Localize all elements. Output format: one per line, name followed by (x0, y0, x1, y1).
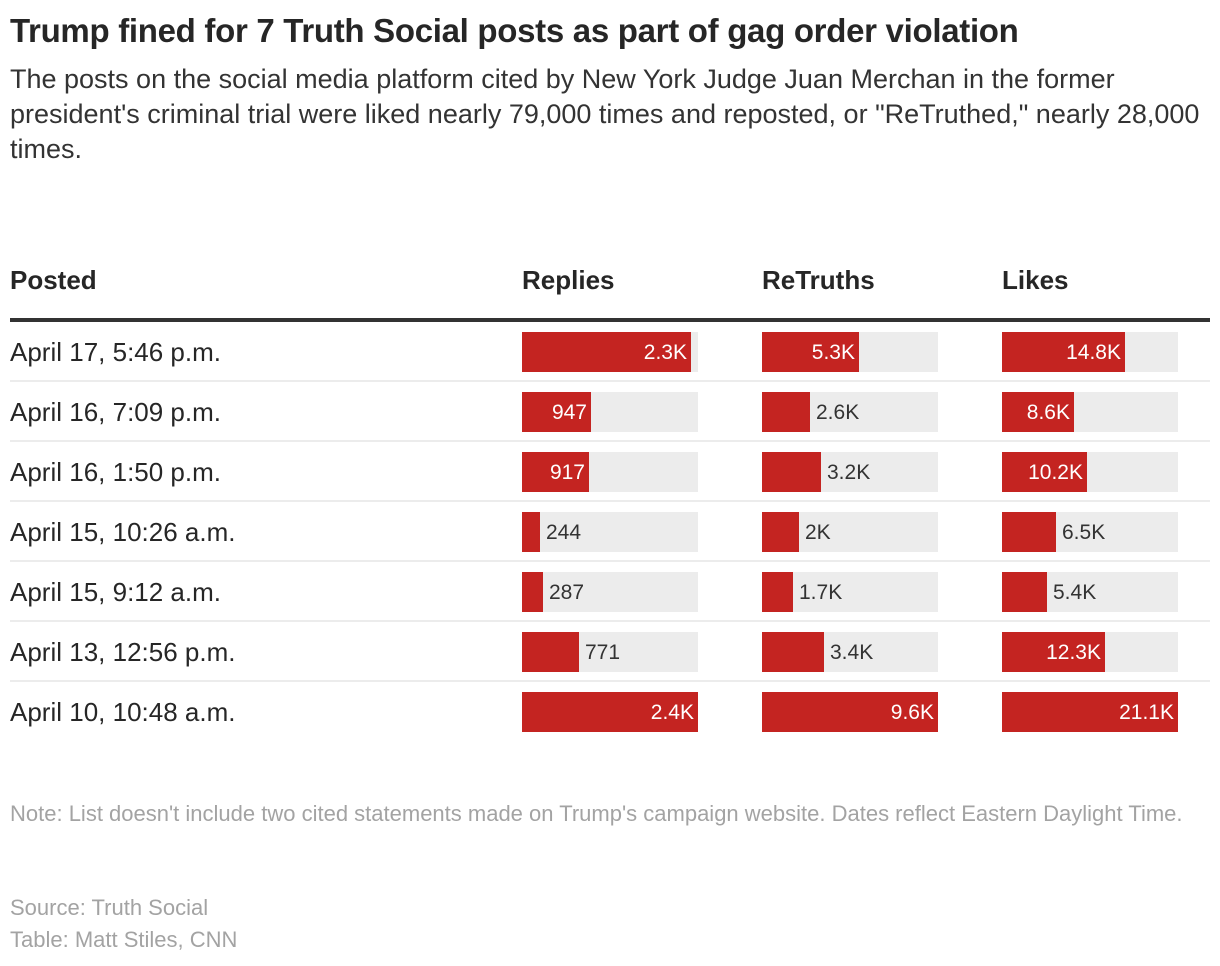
posted-date: April 15, 10:26 a.m. (10, 517, 236, 547)
replies-value-label: 947 (551, 401, 587, 424)
likes-value-label: 5.4K (1053, 581, 1097, 604)
retruths-bar (762, 572, 793, 612)
retruths-bar-track: 5.3K (762, 332, 938, 372)
retruths-bar-track: 2.6K (762, 392, 938, 432)
retruths-value-label: 9.6K (890, 701, 934, 724)
table-row: April 13, 12:56 p.m. 771 3.4K 12.3K (10, 622, 1210, 682)
likes-value-label: 21.1K (1119, 701, 1174, 724)
posted-date: April 15, 9:12 a.m. (10, 577, 221, 607)
replies-bar (522, 392, 591, 432)
column-header-replies: Replies (522, 265, 615, 295)
replies-value-label: 917 (549, 461, 585, 484)
replies-bar (522, 632, 579, 672)
retruths-bar-track: 3.4K (762, 632, 938, 672)
retruths-value-label: 3.4K (830, 641, 874, 664)
likes-value-label: 12.3K (1046, 641, 1101, 664)
likes-bar-track: 12.3K (1002, 632, 1178, 672)
replies-bar-track: 917 (522, 452, 698, 492)
retruths-value-label: 1.7K (799, 581, 843, 604)
replies-bar-track: 244 (522, 512, 698, 552)
table-row: April 15, 9:12 a.m. 287 1.7K 5.4K (10, 562, 1210, 622)
likes-bar-track: 21.1K (1002, 692, 1178, 732)
likes-value-label: 8.6K (1026, 401, 1070, 424)
posted-date: April 16, 7:09 p.m. (10, 397, 221, 427)
likes-bar-track: 5.4K (1002, 572, 1178, 612)
posted-date: April 17, 5:46 p.m. (10, 337, 221, 367)
likes-value-label: 6.5K (1062, 521, 1106, 544)
likes-bar-track: 6.5K (1002, 512, 1178, 552)
retruths-bar-track: 9.6K (762, 692, 938, 732)
likes-bar (1002, 692, 1178, 732)
posted-date: April 13, 12:56 p.m. (10, 637, 236, 667)
replies-value-label: 244 (546, 521, 582, 544)
replies-bar-track: 947 (522, 392, 698, 432)
source-block: Source: Truth Social Table: Matt Stiles,… (10, 892, 237, 956)
replies-bar-track: 771 (522, 632, 698, 672)
replies-bar-track: 2.3K (522, 332, 698, 372)
retruths-bar (762, 332, 859, 372)
likes-bar (1002, 512, 1056, 552)
table-row: April 17, 5:46 p.m. 2.3K 5.3K 14.8K (10, 322, 1210, 382)
replies-value-label: 771 (585, 641, 621, 664)
likes-bar (1002, 572, 1047, 612)
likes-bar-track: 10.2K (1002, 452, 1178, 492)
chart-subtitle: The posts on the social media platform c… (10, 64, 1200, 164)
replies-value-label: 2.3K (643, 341, 687, 364)
retruths-value-label: 2K (805, 521, 831, 544)
posted-date: April 16, 1:50 p.m. (10, 457, 221, 487)
likes-bar (1002, 632, 1105, 672)
table-row: April 10, 10:48 a.m. 2.4K 9.6K 21.1K (10, 682, 1210, 740)
replies-bar (522, 512, 540, 552)
credit: Table: Matt Stiles, CNN (10, 927, 238, 952)
retruths-bar-track: 1.7K (762, 572, 938, 612)
replies-bar-track: 2.4K (522, 692, 698, 732)
source: Source: Truth Social (10, 895, 209, 920)
column-header-retruths: ReTruths (762, 265, 875, 295)
column-header-likes: Likes (1002, 265, 1069, 295)
likes-bar-track: 14.8K (1002, 332, 1178, 372)
table-header: Posted Replies ReTruths Likes (10, 260, 1210, 322)
column-header-posted: Posted (10, 265, 97, 295)
replies-bar (522, 452, 589, 492)
retruths-bar-track: 3.2K (762, 452, 938, 492)
likes-value-label: 10.2K (1028, 461, 1083, 484)
retruths-bar (762, 692, 938, 732)
replies-bar-track: 287 (522, 572, 698, 612)
replies-value-label: 287 (549, 581, 585, 604)
table-row: April 16, 1:50 p.m. 917 3.2K 10.2K (10, 442, 1210, 502)
replies-value-label: 2.4K (650, 701, 694, 724)
table-row: April 15, 10:26 a.m. 244 2K 6.5K (10, 502, 1210, 562)
retruths-value-label: 5.3K (811, 341, 855, 364)
retruths-value-label: 3.2K (827, 461, 871, 484)
posted-date: April 10, 10:48 a.m. (10, 697, 236, 727)
likes-bar (1002, 392, 1074, 432)
data-table: Posted Replies ReTruths Likes April 17, … (10, 260, 1210, 740)
likes-bar (1002, 452, 1087, 492)
replies-bar (522, 332, 691, 372)
likes-value-label: 14.8K (1066, 341, 1121, 364)
retruths-bar (762, 452, 821, 492)
replies-bar (522, 572, 543, 612)
chart-title: Trump fined for 7 Truth Social posts as … (10, 12, 1019, 49)
retruths-bar-track: 2K (762, 512, 938, 552)
retruths-bar (762, 632, 824, 672)
retruths-bar (762, 392, 810, 432)
table-body: April 17, 5:46 p.m. 2.3K 5.3K 14.8K April 16… (10, 322, 1210, 740)
likes-bar (1002, 332, 1125, 372)
table-row: April 16, 7:09 p.m. 947 2.6K 8.6K (10, 382, 1210, 442)
note: Note: List doesn't include two cited sta… (10, 801, 1183, 826)
retruths-value-label: 2.6K (816, 401, 860, 424)
replies-bar (522, 692, 698, 732)
retruths-bar (762, 512, 799, 552)
likes-bar-track: 8.6K (1002, 392, 1178, 432)
